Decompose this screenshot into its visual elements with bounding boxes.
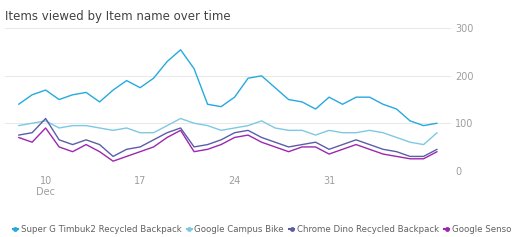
Text: Items viewed by Item name over time: Items viewed by Item name over time bbox=[5, 10, 231, 23]
Legend: Super G Timbuk2 Recycled Backpack, Google Campus Bike, Chrome Dino Recycled Back: Super G Timbuk2 Recycled Backpack, Googl… bbox=[9, 222, 512, 237]
